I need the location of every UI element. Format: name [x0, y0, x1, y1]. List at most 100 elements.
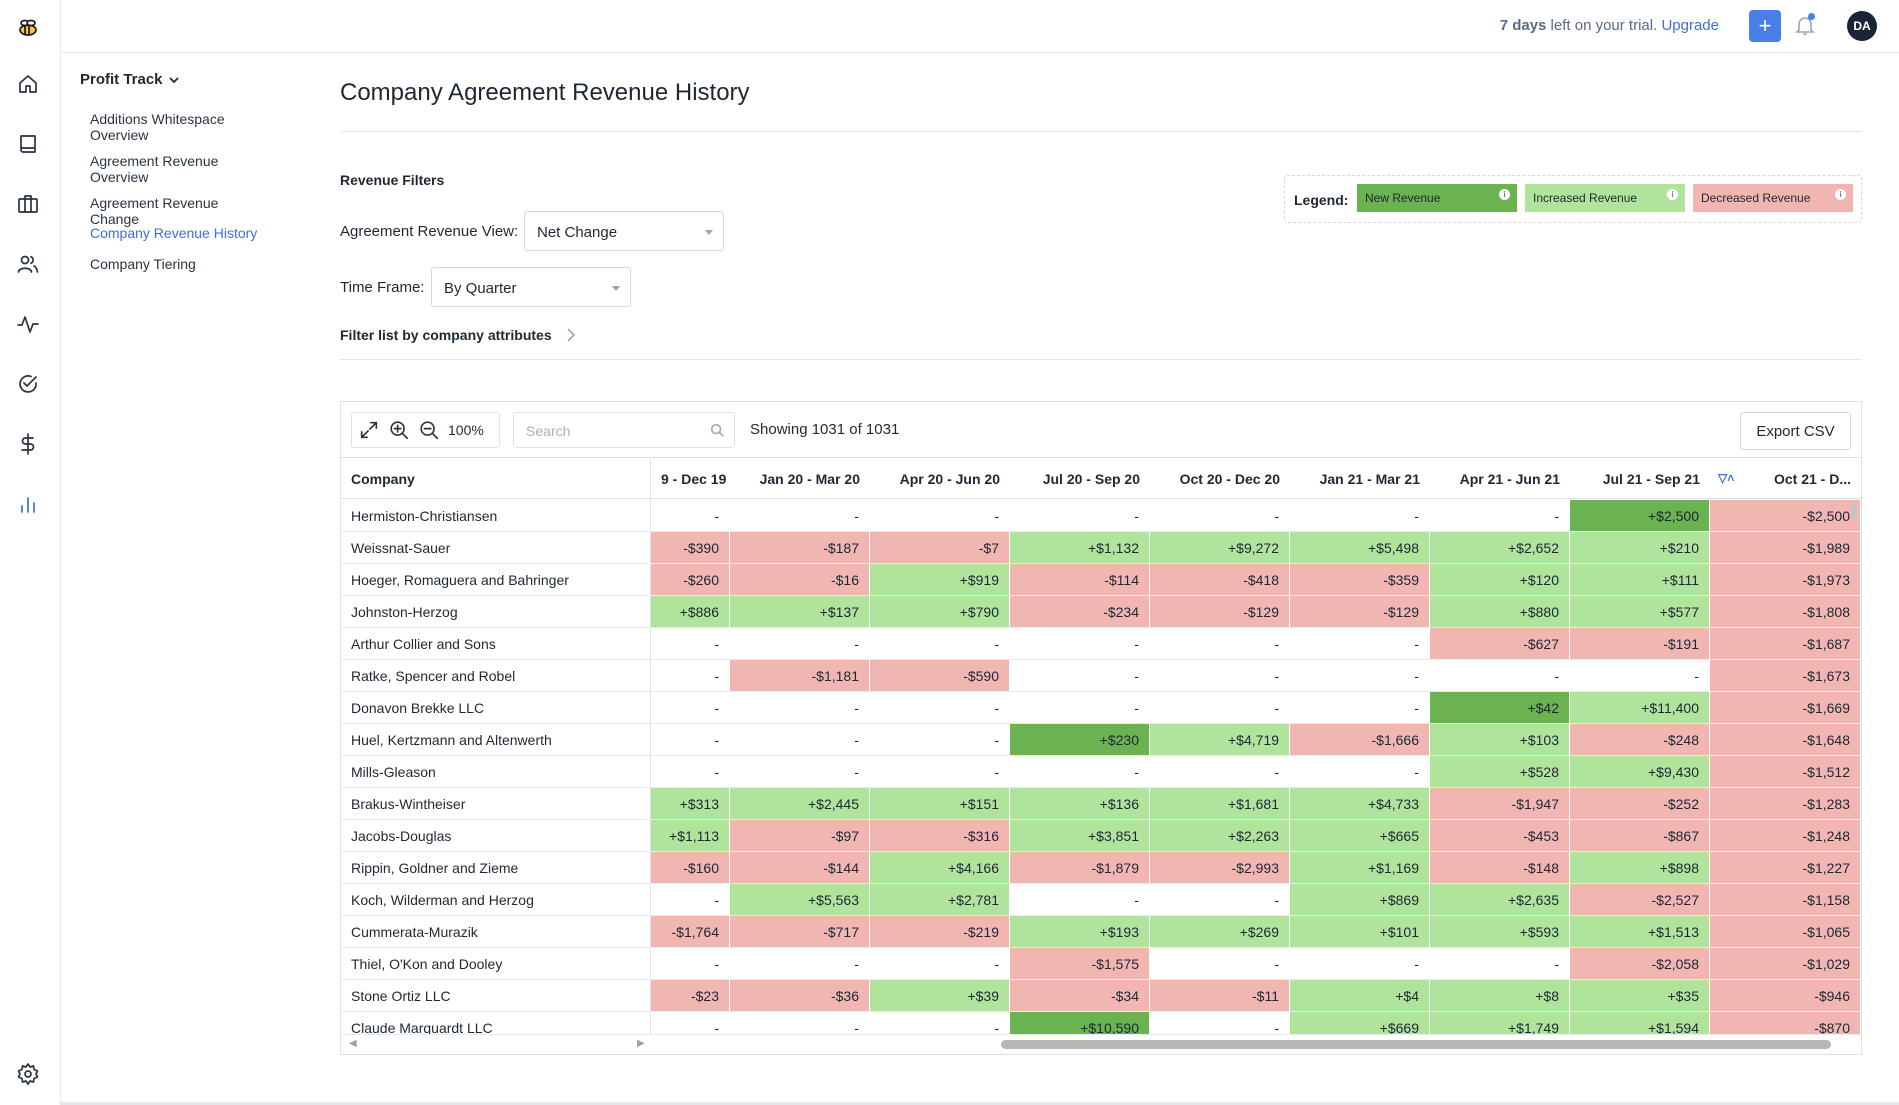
company-name-cell: Johnston-Herzog: [341, 596, 651, 627]
scroll-left-arrow-icon[interactable]: ◀: [349, 1038, 357, 1049]
activity-icon[interactable]: [12, 308, 44, 340]
legend-increased-revenue-label: Increased Revenue: [1533, 191, 1638, 205]
revenue-cell: -$23: [651, 980, 730, 1011]
column-header-company[interactable]: Company: [341, 459, 651, 499]
revenue-cell: +$1,594: [1570, 1012, 1710, 1034]
revenue-cell: -$129: [1290, 596, 1430, 627]
revenue-cell: -: [651, 724, 730, 755]
table-row[interactable]: Hoeger, Romaguera and Bahringer -$260 -$16…: [341, 564, 1861, 596]
column-header[interactable]: Jan 21 - Mar 21: [1319, 471, 1420, 487]
book-icon[interactable]: [12, 128, 44, 160]
revenue-cell: -: [651, 660, 730, 691]
bar-chart-icon[interactable]: [12, 488, 44, 520]
column-header[interactable]: Jul 21 - Sep 21: [1602, 471, 1700, 487]
expand-icon[interactable]: [358, 419, 380, 441]
add-button[interactable]: +: [1749, 10, 1781, 42]
export-csv-button[interactable]: Export CSV: [1740, 412, 1851, 450]
column-header[interactable]: Jan 20 - Mar 20: [759, 471, 860, 487]
revenue-cell: -: [870, 628, 1010, 659]
revenue-cell: -: [870, 692, 1010, 723]
subnav-item-agreement-revenue-overview[interactable]: Agreement Revenue Overview: [90, 153, 219, 185]
table-row[interactable]: Hermiston-Christiansen - - - - - - - +$2,500 -$2,…: [341, 500, 1861, 532]
dollar-icon[interactable]: [12, 428, 44, 460]
search-icon: [710, 423, 724, 440]
revenue-filters-title: Revenue Filters: [340, 172, 445, 188]
revenue-cell: +$528: [1430, 756, 1570, 787]
horizontal-scrollbar[interactable]: ◀ ▶: [341, 1034, 1861, 1054]
table-row[interactable]: Jacobs-Douglas +$1,113 -$97 -$316 +$3,851 +$2…: [341, 820, 1861, 852]
briefcase-icon[interactable]: [12, 188, 44, 220]
table-row[interactable]: Mills-Gleason - - - - - - +$528 +$9,430 -$1,512: [341, 756, 1861, 788]
column-header[interactable]: ▽˄ Oct 21 - D...: [1710, 459, 1861, 499]
filter-sort-icon[interactable]: ▽˄: [1718, 471, 1735, 485]
notifications-bell-icon[interactable]: [1793, 13, 1817, 39]
revenue-cell: -: [651, 692, 730, 723]
subnav-item-company-revenue-history[interactable]: Company Revenue History: [90, 225, 258, 241]
revenue-cell: +$136: [1010, 788, 1150, 819]
subnav-item-agreement-revenue-change[interactable]: Agreement Revenue Change: [90, 195, 219, 227]
column-header[interactable]: Apr 20 - Jun 20: [899, 471, 1000, 487]
revenue-cell: -: [1010, 756, 1150, 787]
revenue-cell: -$590: [870, 660, 1010, 691]
company-name-cell: Arthur Collier and Sons: [341, 628, 651, 659]
page-title: Company Agreement Revenue History: [340, 79, 750, 106]
table-row[interactable]: Arthur Collier and Sons - - - - - - -$627 -$191-…: [341, 628, 1861, 660]
revenue-cell: -$1,065: [1710, 916, 1861, 947]
home-icon[interactable]: [12, 68, 44, 100]
column-header[interactable]: Jul 20 - Sep 20: [1042, 471, 1140, 487]
legend: Legend: New Revenue i Increased Revenue …: [1284, 175, 1862, 223]
zoom-out-icon[interactable]: [418, 419, 440, 441]
table-row[interactable]: Cummerata-Murazik -$1,764 -$717 -$219 +$193 +…: [341, 916, 1861, 948]
table-row[interactable]: Huel, Kertzmann and Altenwerth - - - +$230 +$…: [341, 724, 1861, 756]
subnav-item-company-tiering[interactable]: Company Tiering: [90, 256, 196, 272]
revenue-cell: -$148: [1430, 852, 1570, 883]
info-icon[interactable]: i: [1667, 189, 1678, 200]
scrollbar-thumb[interactable]: [1001, 1040, 1831, 1049]
revenue-cell: -$1,227: [1710, 852, 1861, 883]
table-row[interactable]: Weissnat-Sauer -$390 -$187 -$7 +$1,132 +$9,27…: [341, 532, 1861, 564]
legend-increased-revenue: Increased Revenue i: [1525, 184, 1685, 212]
settings-gear-icon[interactable]: [12, 1058, 44, 1090]
upgrade-link[interactable]: Upgrade: [1661, 17, 1719, 34]
subnav-title[interactable]: Profit Track: [80, 71, 179, 88]
table-row[interactable]: Claude Marquardt LLC - - - +$10,590- +$669 +$1…: [341, 1012, 1861, 1034]
info-icon[interactable]: i: [1499, 189, 1510, 200]
revenue-cell: +$2,445: [730, 788, 870, 819]
table-row[interactable]: Stone Ortiz LLC -$23 -$36 +$39 -$34 -$11 +$4 +$…: [341, 980, 1861, 1012]
scroll-right-arrow-icon[interactable]: ▶: [637, 1038, 645, 1049]
company-attributes-filter-link[interactable]: Filter list by company attributes: [340, 327, 576, 343]
column-header[interactable]: Apr 21 - Jun 21: [1459, 471, 1560, 487]
table-row[interactable]: Thiel, O'Kon and Dooley - - - -$1,575- - - -$2,…: [341, 948, 1861, 980]
table-row[interactable]: Rippin, Goldner and Zieme -$160 -$144 +$4,1…: [341, 852, 1861, 884]
revenue-cell: +$313: [651, 788, 730, 819]
grid-search-input[interactable]: Search: [513, 412, 735, 448]
subnav-item-additions-whitespace[interactable]: Additions Whitespace Overview: [90, 111, 225, 143]
revenue-cell: -: [1430, 660, 1570, 691]
check-circle-icon[interactable]: [12, 368, 44, 400]
user-avatar[interactable]: DA: [1847, 11, 1877, 41]
revenue-cell: -$1,575: [1010, 948, 1150, 979]
revenue-cell: +$869: [1290, 884, 1430, 915]
zoom-in-icon[interactable]: [388, 419, 410, 441]
revenue-cell: -$2,993: [1150, 852, 1290, 883]
icon-rail: [0, 0, 61, 1105]
bee-logo-icon[interactable]: [12, 12, 44, 44]
chevron-right-icon: [567, 328, 575, 342]
revenue-cell: +$101: [1290, 916, 1430, 947]
table-row[interactable]: Koch, Wilderman and Herzog - +$5,563 +$2,78…: [341, 884, 1861, 916]
revenue-cell: +$1,513: [1570, 916, 1710, 947]
revenue-cell: +$886: [651, 596, 730, 627]
timeframe-select[interactable]: By Quarter: [431, 267, 631, 307]
vertical-scrollbar[interactable]: [1851, 504, 1857, 518]
table-row[interactable]: Donavon Brekke LLC - - - - - - +$42 +$11,400 -$1,…: [341, 692, 1861, 724]
column-header[interactable]: 9 - Dec 19: [661, 471, 727, 487]
revenue-cell: -$418: [1150, 564, 1290, 595]
revenue-view-select[interactable]: Net Change: [524, 211, 724, 251]
table-row[interactable]: Brakus-Wintheiser +$313 +$2,445 +$151 +$136 +…: [341, 788, 1861, 820]
table-row[interactable]: Johnston-Herzog +$886 +$137 +$790 -$234 -$129…: [341, 596, 1861, 628]
revenue-cell: +$4,719: [1150, 724, 1290, 755]
table-row[interactable]: Ratke, Spencer and Robel - -$1,181 -$590- - -…: [341, 660, 1861, 692]
users-icon[interactable]: [12, 248, 44, 280]
column-header[interactable]: Oct 20 - Dec 20: [1179, 471, 1280, 487]
info-icon[interactable]: i: [1835, 189, 1846, 200]
